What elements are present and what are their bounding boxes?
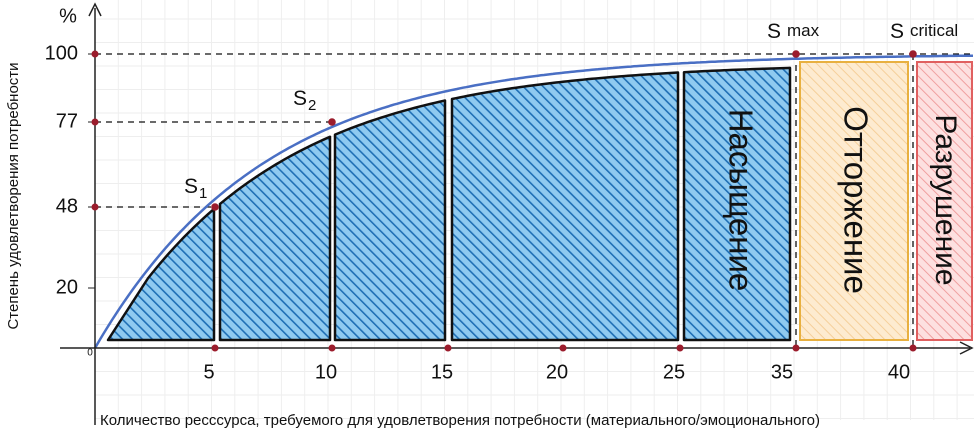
hatched-region xyxy=(333,99,447,342)
point xyxy=(328,344,336,352)
y-tick-label: 48 xyxy=(56,195,78,217)
hatched-region xyxy=(450,71,680,342)
x-tick-label: 35 xyxy=(771,361,793,383)
point xyxy=(909,344,917,352)
x-tick-label: 5 xyxy=(203,361,214,383)
point-sub: 2 xyxy=(308,97,316,114)
x-tick-label: 10 xyxy=(315,361,337,383)
reject-zone xyxy=(799,61,909,341)
point xyxy=(91,118,99,126)
y-tick-label: 20 xyxy=(56,276,78,298)
point xyxy=(792,50,800,58)
y-tick-label: 100 xyxy=(45,42,78,64)
point-name: S xyxy=(293,87,307,110)
point xyxy=(328,118,336,126)
point xyxy=(211,344,219,352)
x-tick-label: 20 xyxy=(546,361,568,383)
point-name: S xyxy=(890,20,904,43)
point-sub: 1 xyxy=(199,185,207,202)
point xyxy=(444,344,452,352)
point xyxy=(91,50,99,58)
x-axis-label: Количество ресссурса, требуемого для удо… xyxy=(100,412,820,429)
y-arrow xyxy=(88,2,102,17)
x-tick-label: 40 xyxy=(888,361,910,383)
hatched-region xyxy=(682,66,792,342)
zone-label: Насыщение xyxy=(722,109,759,292)
point-label: S2 xyxy=(293,87,316,114)
y-tick-label: 77 xyxy=(56,110,78,132)
point-label: S1 xyxy=(184,175,207,202)
hatched-region xyxy=(106,207,216,342)
x-tick-label: 25 xyxy=(663,361,685,383)
point-sub: critical xyxy=(910,21,958,40)
x-arrow xyxy=(959,341,974,355)
point-name: S xyxy=(184,175,198,198)
point xyxy=(676,344,684,352)
zone-label: Отторжение xyxy=(837,106,874,294)
point xyxy=(559,344,567,352)
origin-label: 0 xyxy=(87,348,93,359)
point-sub: max xyxy=(787,21,820,40)
destroy-zone xyxy=(916,61,973,341)
saturation-curve xyxy=(93,54,973,349)
y-axis-label: Степень удовлетворения потребности xyxy=(5,62,22,329)
zone-label: Разрушение xyxy=(929,114,962,285)
y-unit: % xyxy=(59,5,77,27)
point xyxy=(91,203,99,211)
point xyxy=(792,344,800,352)
point xyxy=(211,203,219,211)
hatched-region xyxy=(218,135,332,342)
point-name: S xyxy=(767,20,781,43)
x-tick-label: 15 xyxy=(431,361,453,383)
point xyxy=(909,50,917,58)
